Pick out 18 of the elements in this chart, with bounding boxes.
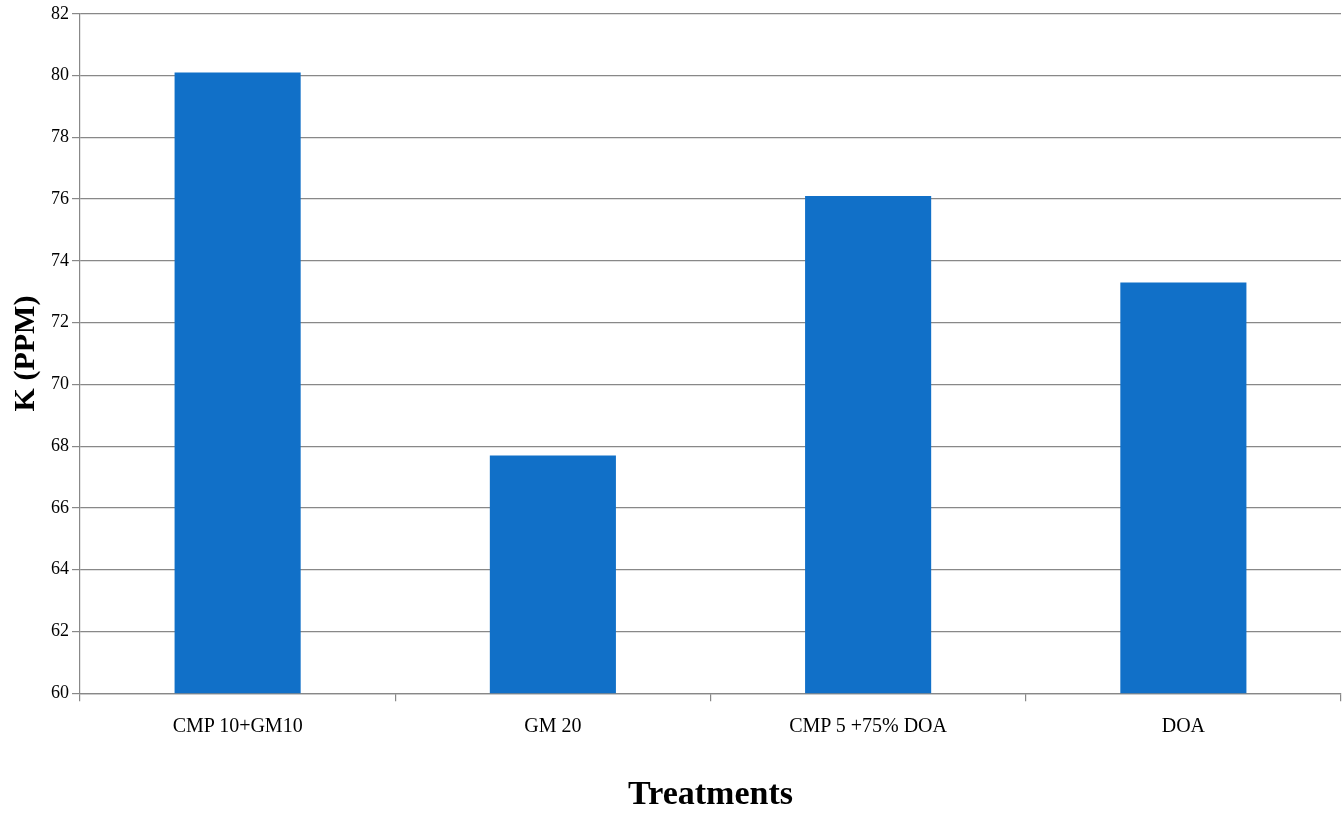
y-tick-label: 80 bbox=[51, 64, 69, 85]
y-tick-label: 66 bbox=[51, 496, 69, 517]
y-tick-label: 72 bbox=[51, 311, 69, 332]
x-tick-label: GM 20 bbox=[524, 714, 582, 737]
y-tick-label: 82 bbox=[51, 2, 69, 23]
x-tick-label: DOA bbox=[1161, 714, 1206, 737]
x-axis-title: Treatments bbox=[628, 774, 793, 812]
y-tick-label: 78 bbox=[51, 126, 69, 147]
y-tick-label: 76 bbox=[51, 187, 69, 208]
y-tick-label: 70 bbox=[51, 373, 69, 394]
y-axis-title: K (PPM) bbox=[6, 295, 41, 412]
y-tick-label: 64 bbox=[51, 558, 69, 579]
y-tick-label: 60 bbox=[51, 681, 69, 702]
y-tick-label: 62 bbox=[51, 620, 69, 641]
y-tick-label: 68 bbox=[51, 434, 69, 455]
x-tick-label: CMP 10+GM10 bbox=[172, 714, 303, 737]
y-tick-label: 74 bbox=[51, 249, 69, 270]
x-tick-label: CMP 5 +75% DOA bbox=[789, 714, 948, 737]
